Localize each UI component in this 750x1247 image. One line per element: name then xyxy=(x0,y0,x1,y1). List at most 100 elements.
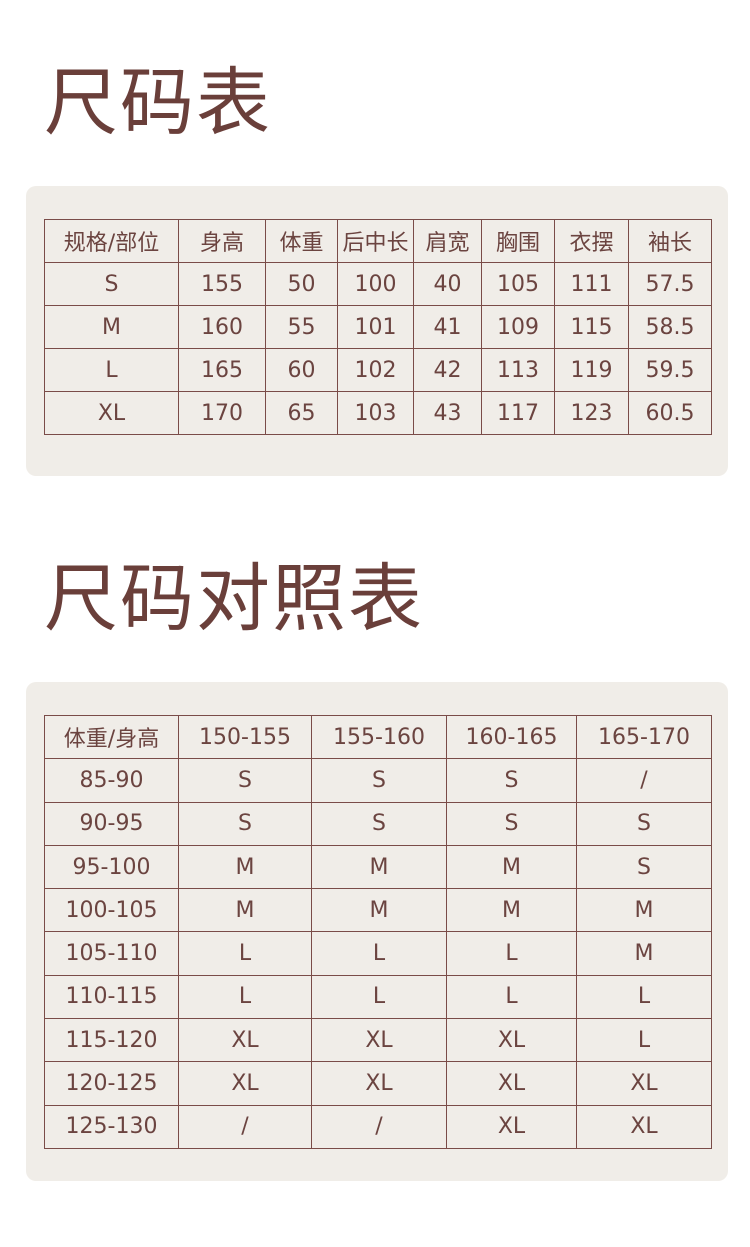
table-cell: / xyxy=(178,1104,312,1149)
table-cell: 50 xyxy=(265,262,338,306)
table-cell: 60.5 xyxy=(628,391,712,435)
header-cell: 体重 xyxy=(265,219,338,263)
table-cell: / xyxy=(311,1104,447,1149)
table-cell: 100-105 xyxy=(44,888,179,933)
table-cell: L xyxy=(178,931,312,976)
table-cell: 170 xyxy=(178,391,266,435)
table-cell: 120-125 xyxy=(44,1061,179,1106)
header-cell: 体重/身高 xyxy=(44,714,179,760)
header-cell: 165-170 xyxy=(576,714,712,760)
table-cell: L xyxy=(311,974,447,1020)
table-cell: 57.5 xyxy=(628,262,712,306)
table-cell: S xyxy=(311,758,447,803)
table-row: 115-120 XL XL XL L xyxy=(44,1018,712,1063)
table-cell: 95-100 xyxy=(44,844,179,890)
table-cell: 65 xyxy=(265,391,338,435)
table-cell: 110-115 xyxy=(44,974,179,1020)
table-cell: S xyxy=(178,758,312,803)
table-cell: L xyxy=(576,974,712,1020)
table-row: 85-90 S S S / xyxy=(44,758,712,803)
table-cell: XL xyxy=(178,1061,312,1106)
table-cell: XL xyxy=(446,1061,577,1106)
table-cell: M xyxy=(446,844,577,890)
table-cell: 155 xyxy=(178,262,266,306)
table-cell: 101 xyxy=(337,305,414,349)
table-cell: 103 xyxy=(337,391,414,435)
table-cell: L xyxy=(178,974,312,1020)
table-cell: M xyxy=(311,844,447,890)
table-cell: 113 xyxy=(481,348,555,392)
table-cell: L xyxy=(446,931,577,976)
table-cell: 109 xyxy=(481,305,555,349)
header-cell: 155-160 xyxy=(311,714,447,760)
table-cell: M xyxy=(178,888,312,933)
table-cell: S xyxy=(446,758,577,803)
table-cell: 105-110 xyxy=(44,931,179,976)
table-cell: 125-130 xyxy=(44,1104,179,1149)
table-cell: 119 xyxy=(554,348,629,392)
table-cell: S xyxy=(446,801,577,846)
table-cell: XL xyxy=(576,1061,712,1106)
table-cell: XL xyxy=(576,1104,712,1149)
table-cell: L xyxy=(44,348,179,392)
table-cell: L xyxy=(576,1018,712,1063)
header-cell: 衣摆 xyxy=(554,219,629,263)
table-cell: 60 xyxy=(265,348,338,392)
table-cell: L xyxy=(446,974,577,1020)
header-row: 体重/身高 150-155 155-160 160-165 165-170 xyxy=(44,714,712,760)
table-cell: / xyxy=(576,758,712,803)
comparison-table-title: 尺码对照表 xyxy=(44,556,424,642)
table-row: 125-130// XL XL xyxy=(44,1104,712,1149)
table-cell: M xyxy=(311,888,447,933)
table-cell: 111 xyxy=(554,262,629,306)
table-row: 105-110 L L L M xyxy=(44,931,712,976)
table-cell: XL xyxy=(311,1061,447,1106)
table-cell: 123 xyxy=(554,391,629,435)
table-cell: S xyxy=(311,801,447,846)
table-row: 100-105 M M M M xyxy=(44,888,712,933)
table-cell: S xyxy=(178,801,312,846)
table-cell: M xyxy=(576,931,712,976)
table-cell: XL xyxy=(446,1018,577,1063)
table-row: XL 170 65 103 43 117 123 60.5 xyxy=(44,391,712,435)
table-cell: 43 xyxy=(413,391,482,435)
table-cell: XL xyxy=(178,1018,312,1063)
table-cell: 165 xyxy=(178,348,266,392)
table-cell: XL xyxy=(446,1104,577,1149)
table-cell: S xyxy=(576,801,712,846)
table-cell: 117 xyxy=(481,391,555,435)
header-cell: 150-155 xyxy=(178,714,312,760)
table-row: M 160 55 101 41 109 115 58.5 xyxy=(44,305,712,349)
table-cell: S xyxy=(576,844,712,890)
table-cell: M xyxy=(44,305,179,349)
header-cell: 袖长 xyxy=(628,219,712,263)
table-cell: 85-90 xyxy=(44,758,179,803)
table-cell: L xyxy=(311,931,447,976)
table-cell: 102 xyxy=(337,348,414,392)
size-table: 规格/部位 身高 体重 后中长 肩宽 胸围 衣摆 袖长 S 155 50 100 40 105 111 57.… xyxy=(44,219,712,435)
table-cell: M xyxy=(576,888,712,933)
table-cell: 90-95 xyxy=(44,801,179,846)
comparison-table-card: 体重/身高 150-155 155-160 160-165 165-170 85-90 S S… xyxy=(26,682,728,1181)
table-cell: 55 xyxy=(265,305,338,349)
header-row: 规格/部位 身高 体重 后中长 肩宽 胸围 衣摆 袖长 xyxy=(44,219,712,263)
table-row: 120-125 XL XL XL XL xyxy=(44,1061,712,1106)
table-cell: S xyxy=(44,262,179,306)
table-cell: XL xyxy=(44,391,179,435)
table-row: 95-100 M M M S xyxy=(44,844,712,890)
comparison-table: 体重/身高 150-155 155-160 160-165 165-170 85-90 S S… xyxy=(44,714,712,1149)
header-cell: 胸围 xyxy=(481,219,555,263)
table-cell: 115 xyxy=(554,305,629,349)
table-row: 90-95 S S S S xyxy=(44,801,712,846)
table-row: S 155 50 100 40 105 111 57.5 xyxy=(44,262,712,306)
table-cell: 42 xyxy=(413,348,482,392)
table-cell: XL xyxy=(311,1018,447,1063)
table-cell: 160 xyxy=(178,305,266,349)
header-cell: 肩宽 xyxy=(413,219,482,263)
header-cell: 160-165 xyxy=(446,714,577,760)
table-row: L 165 60 102 42 113 119 59.5 xyxy=(44,348,712,392)
table-cell: 40 xyxy=(413,262,482,306)
table-cell: 41 xyxy=(413,305,482,349)
table-cell: 115-120 xyxy=(44,1018,179,1063)
header-cell: 身高 xyxy=(178,219,266,263)
